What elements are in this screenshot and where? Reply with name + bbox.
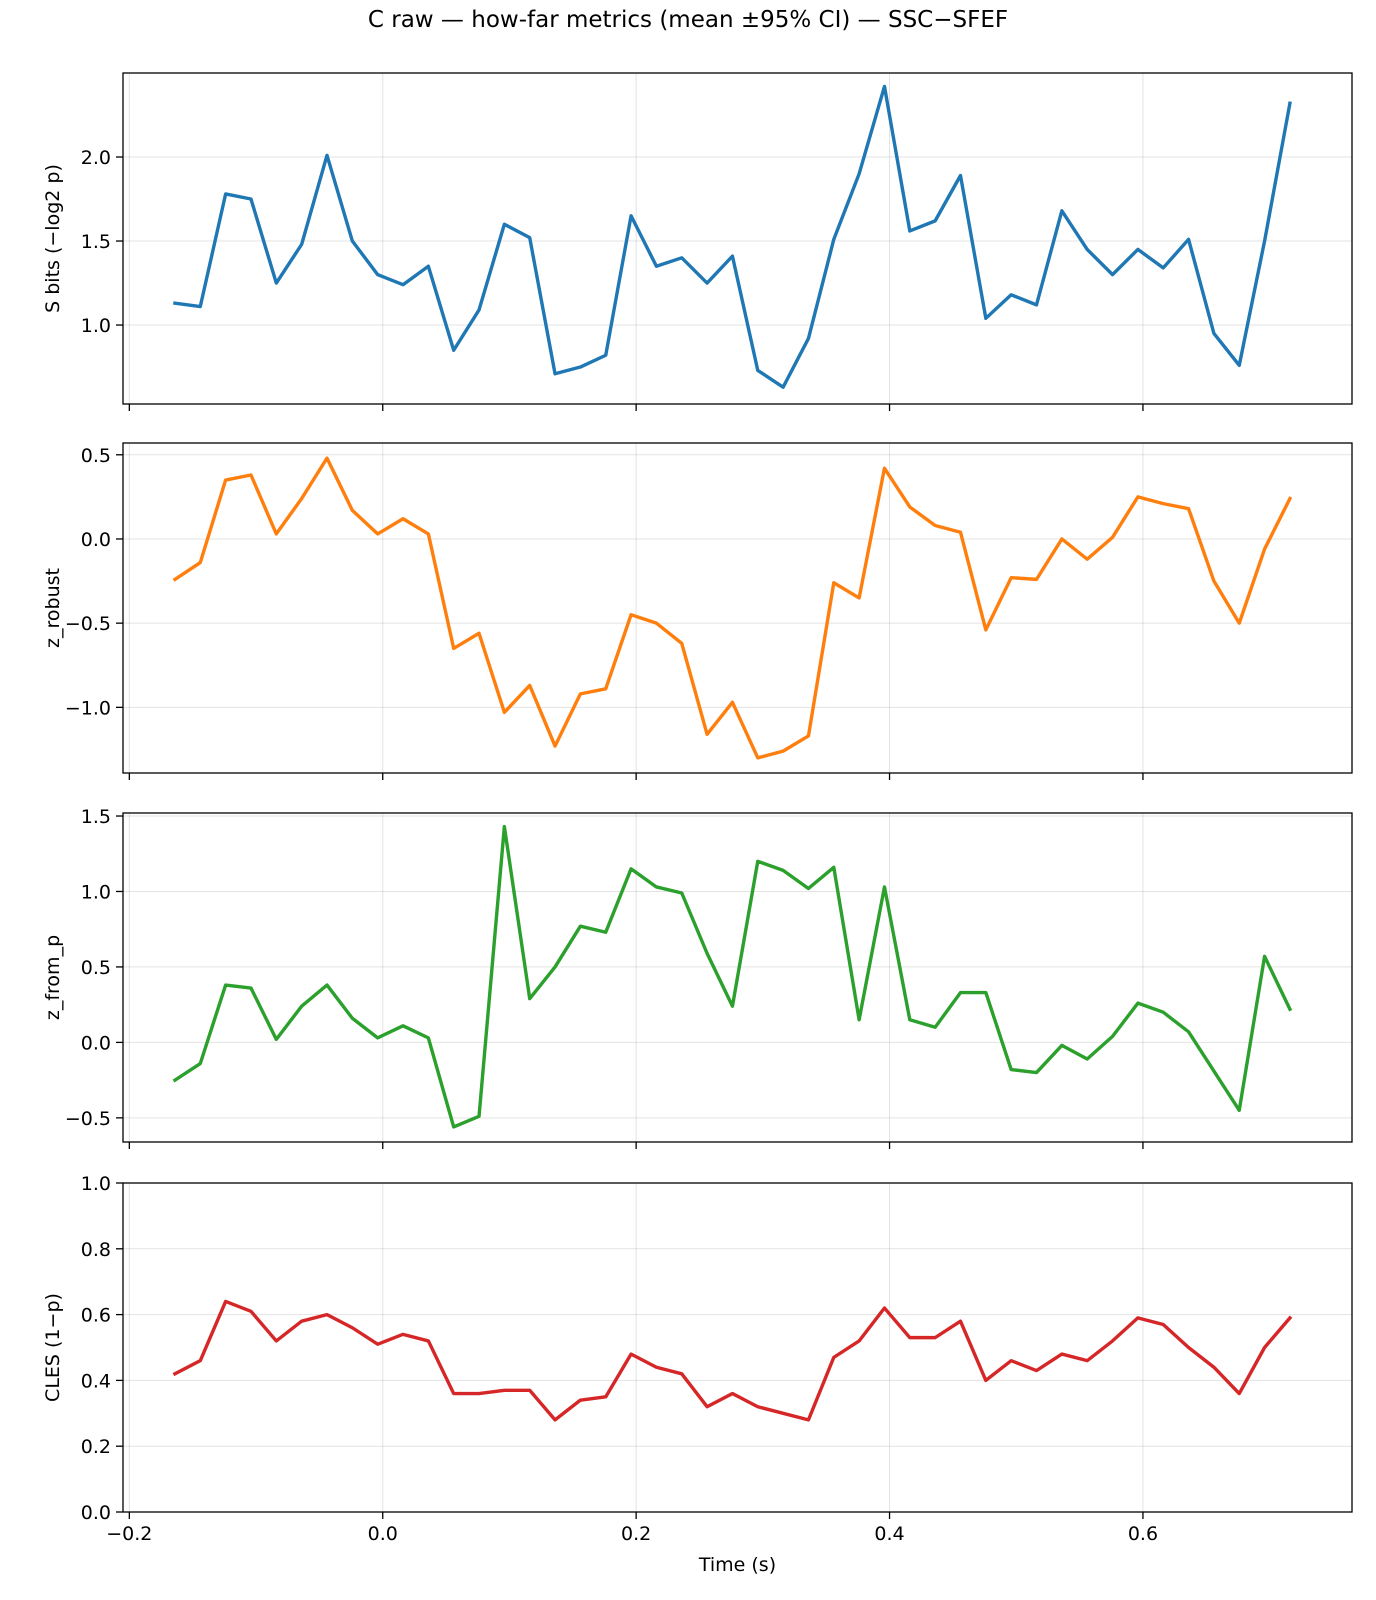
panel-3: −0.5 0.0 0.5 1.0 1.5 z_from_p	[42, 806, 1353, 1149]
y-tick-label-2: 0.4	[81, 1370, 111, 1392]
y-tick-label-3: 0.6	[81, 1305, 111, 1327]
axes-frame	[122, 442, 1353, 774]
x-tick-label-1: 0.0	[368, 1523, 398, 1545]
y-tick-label-3: 1.0	[81, 881, 111, 903]
y-axis-label: S bits (−log2 p)	[42, 164, 64, 313]
y-tick-label-3: 0.5	[81, 445, 111, 467]
y-axis-label: z_robust	[42, 568, 64, 648]
y-tick-label-2: 2.0	[81, 147, 111, 169]
x-tick-label-4: 0.6	[1128, 1523, 1158, 1545]
y-tick-label-5: 1.0	[81, 1173, 111, 1195]
y-tick-label-4: 1.5	[81, 806, 111, 828]
panel-2: −1.0 −0.5 0.0 0.5 z_robust	[42, 442, 1353, 780]
series-line	[172, 824, 1293, 1129]
series-line	[173, 84, 1292, 389]
x-axis-label: Time (s)	[698, 1554, 776, 1576]
x-tick-label-3: 0.4	[874, 1523, 904, 1545]
y-tick-label-2: 0.0	[81, 529, 111, 551]
y-tick-label-2: 0.5	[81, 957, 111, 979]
y-tick-label-4: 0.8	[81, 1239, 111, 1261]
y-axis-label: z_from_p	[42, 935, 64, 1020]
series-line	[172, 456, 1293, 760]
y-tick-label-1: 0.0	[81, 1032, 111, 1054]
axes-frame	[122, 812, 1353, 1143]
series-line	[172, 1299, 1293, 1422]
panels: 1.0 1.5 2.0 S bits (−log2 p) −1.0 −0.5 0.0 0.5 z…	[42, 72, 1353, 1576]
y-axis-label: CLES (1−p)	[42, 1293, 64, 1402]
x-tick-label-0: −0.2	[106, 1523, 152, 1545]
y-tick-label-1: −0.5	[65, 613, 111, 635]
y-tick-label-0: 1.0	[81, 315, 111, 337]
y-tick-label-1: 0.2	[81, 1436, 111, 1458]
figure-title: C raw — how-far metrics (mean ±95% CI) —…	[368, 7, 1008, 33]
x-tick-label-2: 0.2	[621, 1523, 651, 1545]
y-tick-label-0: 0.0	[81, 1502, 111, 1524]
y-tick-label-0: −0.5	[65, 1108, 111, 1130]
panel-1: 1.0 1.5 2.0 S bits (−log2 p)	[42, 72, 1353, 411]
axes-frame	[122, 1182, 1353, 1513]
axes-frame	[122, 72, 1353, 405]
y-tick-label-0: −1.0	[65, 697, 111, 719]
y-tick-label-1: 1.5	[81, 231, 111, 253]
